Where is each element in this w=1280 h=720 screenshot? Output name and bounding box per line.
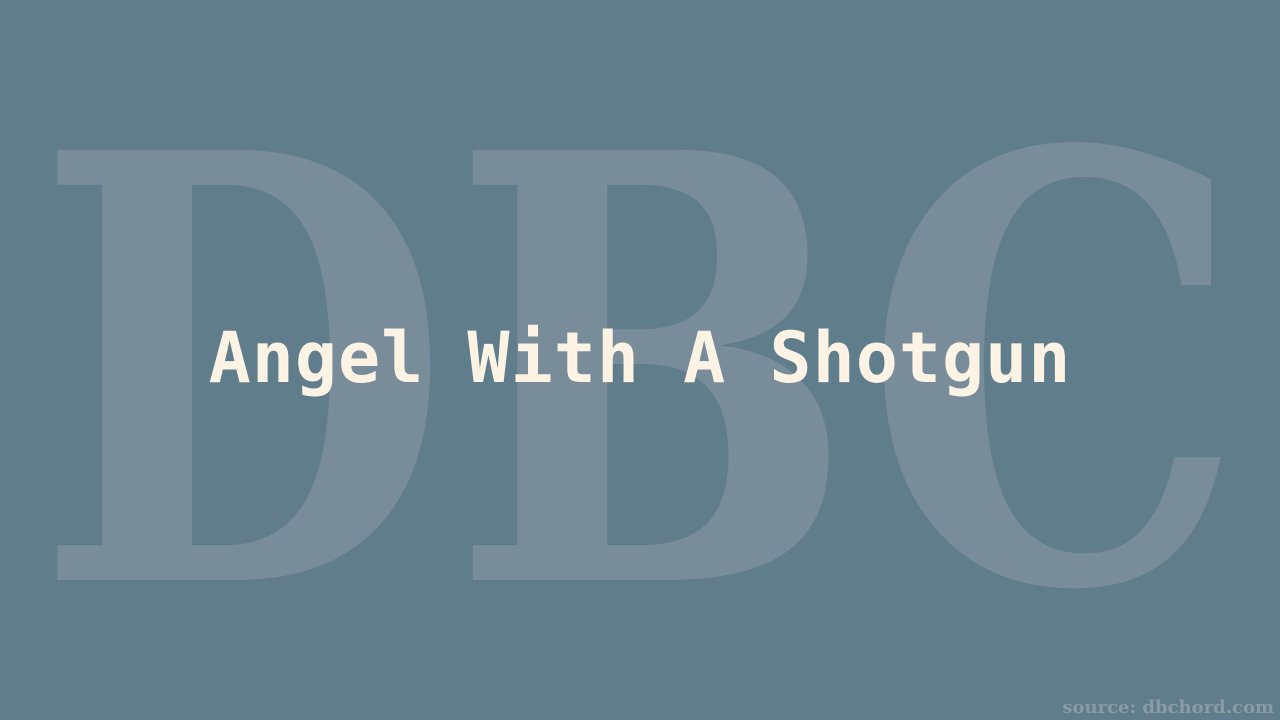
source-credit: source: dbchord.com [1062,697,1274,718]
song-title: Angel With A Shotgun [208,317,1072,399]
